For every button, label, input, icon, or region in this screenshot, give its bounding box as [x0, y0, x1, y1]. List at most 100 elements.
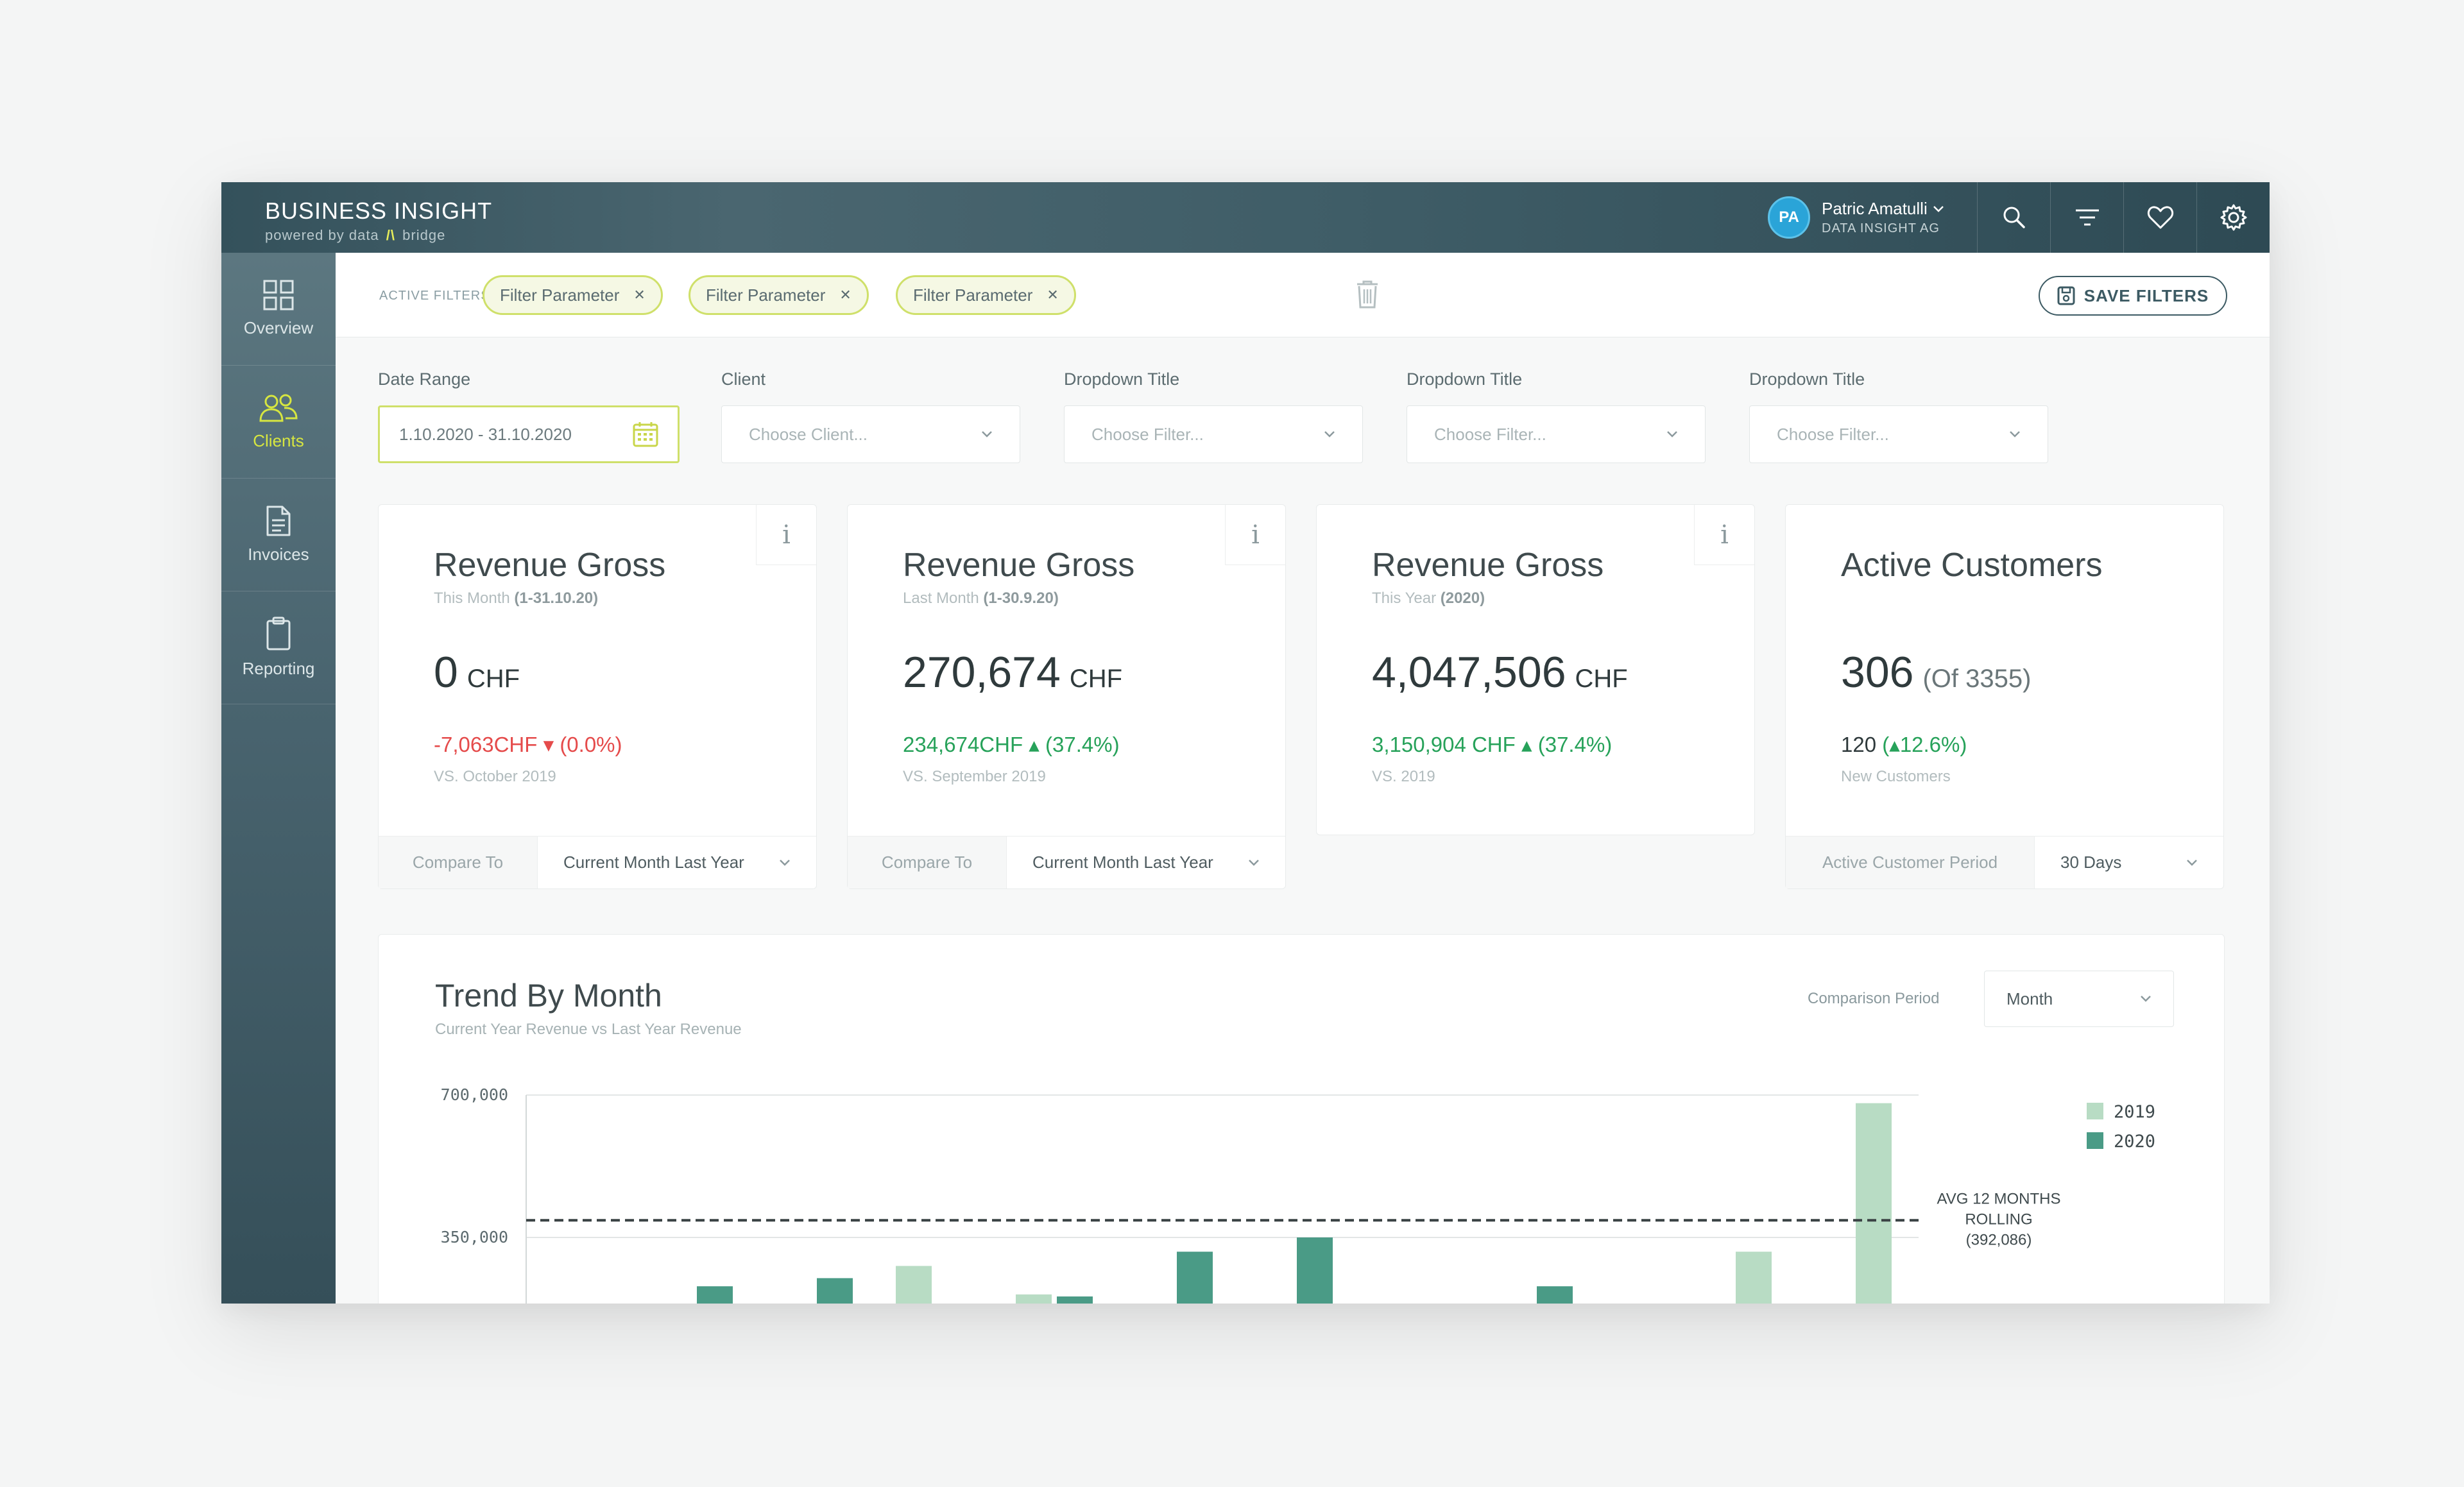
settings-button[interactable] — [2196, 182, 2270, 253]
chevron-down-icon — [2010, 431, 2020, 438]
info-icon: i — [782, 520, 791, 550]
bar — [1736, 1252, 1772, 1304]
filter-chip[interactable]: Filter Parameter ✕ — [483, 275, 663, 315]
bar — [1016, 1294, 1052, 1304]
average-line-label: AVG 12 MONTHS — [1937, 1190, 2061, 1207]
y-tick-label: 700,000 — [441, 1085, 508, 1104]
brand-logo[interactable]: BUSINESS INSIGHT powered by data /\ brid… — [265, 198, 492, 244]
card-value: 270,674 CHF — [903, 648, 1123, 697]
compare-to-select[interactable]: Compare To Current Month Last Year — [379, 836, 816, 888]
active-filters-label: ACTIVE FILTERS — [379, 289, 490, 303]
card-delta: 234,674CHF ▴ (37.4%) — [903, 733, 1120, 756]
card-delta: 120 (▴12.6%) — [1841, 733, 1967, 756]
trash-icon[interactable] — [1356, 280, 1379, 309]
card-comparison-note: VS. September 2019 — [903, 768, 1046, 785]
client-label: Client — [721, 370, 766, 389]
chevron-down-icon — [780, 859, 790, 866]
legend-label: 2019 — [2114, 1102, 2155, 1122]
search-icon — [2003, 207, 2025, 228]
client-select[interactable]: Choose Client... — [721, 405, 1020, 463]
users-icon — [259, 394, 298, 422]
trend-chart-panel: Trend By Month Current Year Revenue vs L… — [378, 934, 2225, 1304]
filter-chip-label: Filter Parameter — [706, 285, 826, 305]
dropdown-placeholder: Choose Filter... — [1777, 424, 1889, 444]
kpi-card-revenue-this-month: i Revenue Gross This Month (1-31.10.20) … — [378, 504, 817, 889]
gear-icon — [2220, 204, 2246, 231]
clipboard-icon — [266, 616, 291, 650]
date-range-value: 1.10.2020 - 31.10.2020 — [399, 424, 572, 444]
card-subtitle: This Month (1-31.10.20) — [434, 590, 599, 607]
date-range-label: Date Range — [378, 370, 471, 389]
sidebar-item-label: Clients — [253, 431, 304, 450]
sidebar-item-reporting[interactable]: Reporting — [221, 591, 336, 704]
card-comparison-note: VS. 2019 — [1372, 768, 1435, 785]
card-value: 4,047,506 CHF — [1372, 648, 1628, 697]
bar — [697, 1286, 733, 1304]
bridge-mark: /\ — [386, 227, 396, 243]
heart-icon — [2147, 206, 2173, 229]
info-icon: i — [1720, 520, 1729, 550]
close-icon[interactable]: ✕ — [1047, 287, 1059, 303]
comparison-period-label: Comparison Period — [1808, 990, 1940, 1007]
compare-to-select[interactable]: Compare To Current Month Last Year — [848, 836, 1285, 888]
info-button[interactable]: i — [1694, 505, 1754, 565]
dropdown-label: Dropdown Title — [1064, 370, 1180, 389]
filter-chip[interactable]: Filter Parameter ✕ — [689, 275, 869, 315]
sidebar-item-clients[interactable]: Clients — [221, 366, 336, 479]
compare-to-value: Current Month Last Year — [563, 853, 744, 872]
avatar: PA — [1768, 196, 1810, 239]
card-delta: -7,063CHF ▾ (0.0%) — [434, 733, 622, 756]
comparison-period-select[interactable]: Month — [1984, 971, 2174, 1027]
top-bar: BUSINESS INSIGHT powered by data /\ brid… — [221, 182, 2270, 253]
sidebar-item-overview[interactable]: Overview — [221, 253, 336, 366]
kpi-card-revenue-this-year: i Revenue Gross This Year (2020) 4,047,5… — [1316, 504, 1755, 835]
user-menu[interactable]: PA Patric Amatulli DATA INSIGHT AG — [1768, 196, 1944, 239]
period-value: 30 Days — [2060, 853, 2122, 872]
close-icon[interactable]: ✕ — [633, 287, 646, 303]
filter-dropdown[interactable]: Choose Filter... — [1064, 405, 1363, 463]
period-label: Active Customer Period — [1786, 837, 2035, 888]
arrow-up-icon: ▴ — [1889, 733, 1900, 756]
active-customer-period-select[interactable]: Active Customer Period 30 Days — [1786, 836, 2223, 888]
user-name: Patric Amatulli — [1822, 199, 1928, 218]
app-subtitle-suffix: bridge — [402, 227, 446, 243]
kpi-card-revenue-last-month: i Revenue Gross Last Month (1-30.9.20) 2… — [847, 504, 1286, 889]
app-title: BUSINESS INSIGHT — [265, 198, 493, 224]
legend-swatch — [2087, 1132, 2103, 1149]
chevron-down-icon — [982, 431, 992, 438]
arrow-up-icon: ▴ — [1029, 733, 1040, 756]
close-icon[interactable]: ✕ — [839, 287, 851, 303]
card-title: Revenue Gross — [1372, 547, 1604, 584]
bar — [1537, 1286, 1573, 1304]
arrow-down-icon: ▾ — [543, 733, 554, 756]
save-filters-label: SAVE FILTERS — [2083, 285, 2209, 305]
sidebar-item-invoices[interactable]: Invoices — [221, 479, 336, 591]
document-icon — [266, 506, 291, 536]
calendar-icon[interactable] — [633, 421, 658, 447]
card-value: 306 (Of 3355) — [1841, 648, 2032, 697]
comparison-period-value: Month — [2006, 989, 2053, 1008]
bar — [896, 1266, 932, 1304]
date-range-field[interactable]: 1.10.2020 - 31.10.2020 — [378, 405, 680, 463]
bar — [1297, 1237, 1333, 1304]
info-button[interactable]: i — [756, 505, 816, 565]
card-title: Active Customers — [1841, 547, 2103, 584]
dropdown-placeholder: Choose Filter... — [1434, 424, 1546, 444]
filter-dropdown[interactable]: Choose Filter... — [1749, 405, 2048, 463]
filter-button[interactable] — [2050, 182, 2123, 253]
search-button[interactable] — [1977, 182, 2050, 253]
filter-chip[interactable]: Filter Parameter ✕ — [896, 275, 1076, 315]
info-button[interactable]: i — [1225, 505, 1285, 565]
card-subtitle: Last Month (1-30.9.20) — [903, 590, 1059, 607]
sidebar: Overview Clients Invoices Reporting — [221, 253, 336, 1304]
chart-subtitle: Current Year Revenue vs Last Year Revenu… — [435, 1021, 742, 1038]
save-filters-button[interactable]: SAVE FILTERS — [2039, 276, 2227, 316]
client-placeholder: Choose Client... — [749, 424, 868, 444]
chevron-down-icon — [1249, 859, 1259, 866]
legend-label: 2020 — [2114, 1132, 2155, 1151]
active-filters-bar: ACTIVE FILTERS Filter Parameter ✕ Filter… — [336, 253, 2270, 337]
card-subtitle: This Year (2020) — [1372, 590, 1485, 607]
card-comparison-note: New Customers — [1841, 768, 1951, 785]
favorites-button[interactable] — [2123, 182, 2196, 253]
filter-dropdown[interactable]: Choose Filter... — [1407, 405, 1706, 463]
